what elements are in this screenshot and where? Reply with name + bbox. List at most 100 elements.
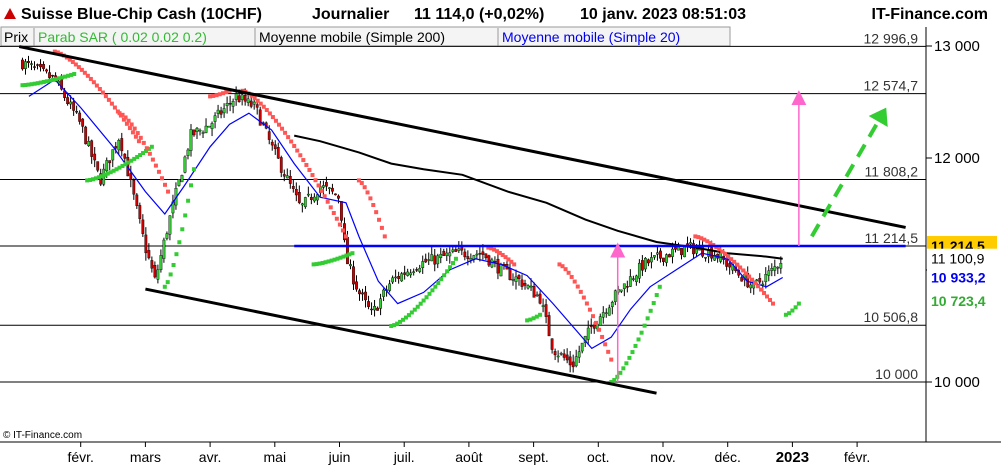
candle-body <box>604 312 608 314</box>
sar-dot <box>509 259 514 264</box>
sar-dot <box>618 370 623 375</box>
sar-dot <box>762 291 767 296</box>
candle-body <box>556 355 560 358</box>
candle-body <box>42 64 45 69</box>
sar-dot <box>298 153 303 158</box>
candle-body <box>776 267 780 269</box>
candle-body <box>773 266 777 271</box>
x-tick-label: juil. <box>393 449 415 465</box>
candle-body <box>767 270 771 276</box>
candle-body <box>312 196 316 202</box>
sar-dot <box>111 168 116 173</box>
sar-dot <box>106 97 111 102</box>
sar-dot <box>47 78 52 83</box>
sar-dot <box>117 111 122 116</box>
sar-dot <box>323 260 328 265</box>
candle-body <box>24 61 27 69</box>
candle-body <box>183 156 187 173</box>
candle-body <box>496 258 500 274</box>
breakout-arrow-head <box>868 107 888 127</box>
sar-dot <box>654 293 659 298</box>
sar-dot <box>636 337 641 342</box>
sar-dot <box>292 143 297 148</box>
candle-body <box>409 272 413 276</box>
level-label: 10 000 <box>875 366 918 382</box>
candle-body <box>276 147 280 159</box>
sar-dot <box>657 284 662 289</box>
sar-dot <box>159 176 164 181</box>
candle-body <box>111 149 115 161</box>
candle-body <box>463 251 467 258</box>
sar-dot <box>224 90 229 95</box>
candle-body <box>291 186 295 189</box>
sar-dot <box>156 169 161 174</box>
candle-body <box>631 278 635 280</box>
candle-body <box>710 247 714 259</box>
candle-body <box>255 104 259 108</box>
sar-dot <box>566 270 571 275</box>
sar-dot <box>492 247 497 252</box>
candle-body <box>430 254 434 262</box>
candle-body <box>279 157 283 173</box>
sar-dot <box>796 301 801 306</box>
x-tick-label: févr. <box>67 449 93 465</box>
candle-body <box>138 205 142 219</box>
candle-body <box>45 69 48 72</box>
period-label: Journalier <box>312 6 389 23</box>
legend: Prix Parab SAR ( 0.02 0.02 0.2) Moyenne … <box>0 26 731 47</box>
sar-dot <box>741 268 746 273</box>
sar-dot <box>252 96 257 101</box>
candle-body <box>749 284 753 289</box>
copyright-label: © IT-Finance.com <box>3 430 82 441</box>
sar-dot <box>143 148 148 153</box>
candle-body <box>740 277 744 282</box>
candle-body <box>574 356 578 367</box>
candle-body <box>325 182 328 187</box>
candle-body <box>361 292 364 295</box>
sar-dot <box>85 178 90 183</box>
sar-dot <box>174 252 179 257</box>
candle-body <box>659 250 662 259</box>
sar-dot <box>584 301 589 306</box>
candle-body <box>367 301 370 307</box>
candle-body <box>662 257 665 262</box>
sar-dot <box>651 301 656 306</box>
candle-body <box>532 285 536 298</box>
candle-body <box>267 131 271 140</box>
candle-body <box>665 254 668 263</box>
candle-body <box>240 94 244 101</box>
sar-dot <box>126 160 131 165</box>
sar-dot <box>105 171 110 176</box>
candle-body <box>159 255 163 270</box>
candle-body <box>469 258 473 261</box>
sar-dot <box>41 79 46 84</box>
candle-body <box>758 278 762 283</box>
candle-body <box>147 250 151 259</box>
sar-dot <box>165 280 170 285</box>
candle-body <box>550 338 554 350</box>
sar-dot <box>136 139 141 144</box>
sar-dot <box>121 117 126 122</box>
sar-dot <box>183 213 188 218</box>
candle-body <box>544 304 548 317</box>
candle-body <box>213 115 217 122</box>
candle-body <box>439 253 443 259</box>
candle-body <box>192 129 196 136</box>
candle-body <box>297 192 301 203</box>
sar-dot <box>600 334 605 339</box>
sar-dot <box>94 83 99 88</box>
sar-dot <box>365 190 370 195</box>
sar-dot <box>406 313 411 318</box>
sar-dot <box>427 291 432 296</box>
sar-dot <box>489 246 494 251</box>
sar-dot <box>280 126 285 131</box>
candle-body <box>761 283 765 286</box>
sar-dot <box>362 185 367 190</box>
candle-body <box>210 123 214 130</box>
sar-dot <box>217 92 222 97</box>
price-tag-bg <box>927 248 997 269</box>
candle-body <box>33 66 36 68</box>
sar-dot <box>451 261 456 266</box>
candle-body <box>680 248 683 256</box>
sar-dot <box>389 324 394 328</box>
